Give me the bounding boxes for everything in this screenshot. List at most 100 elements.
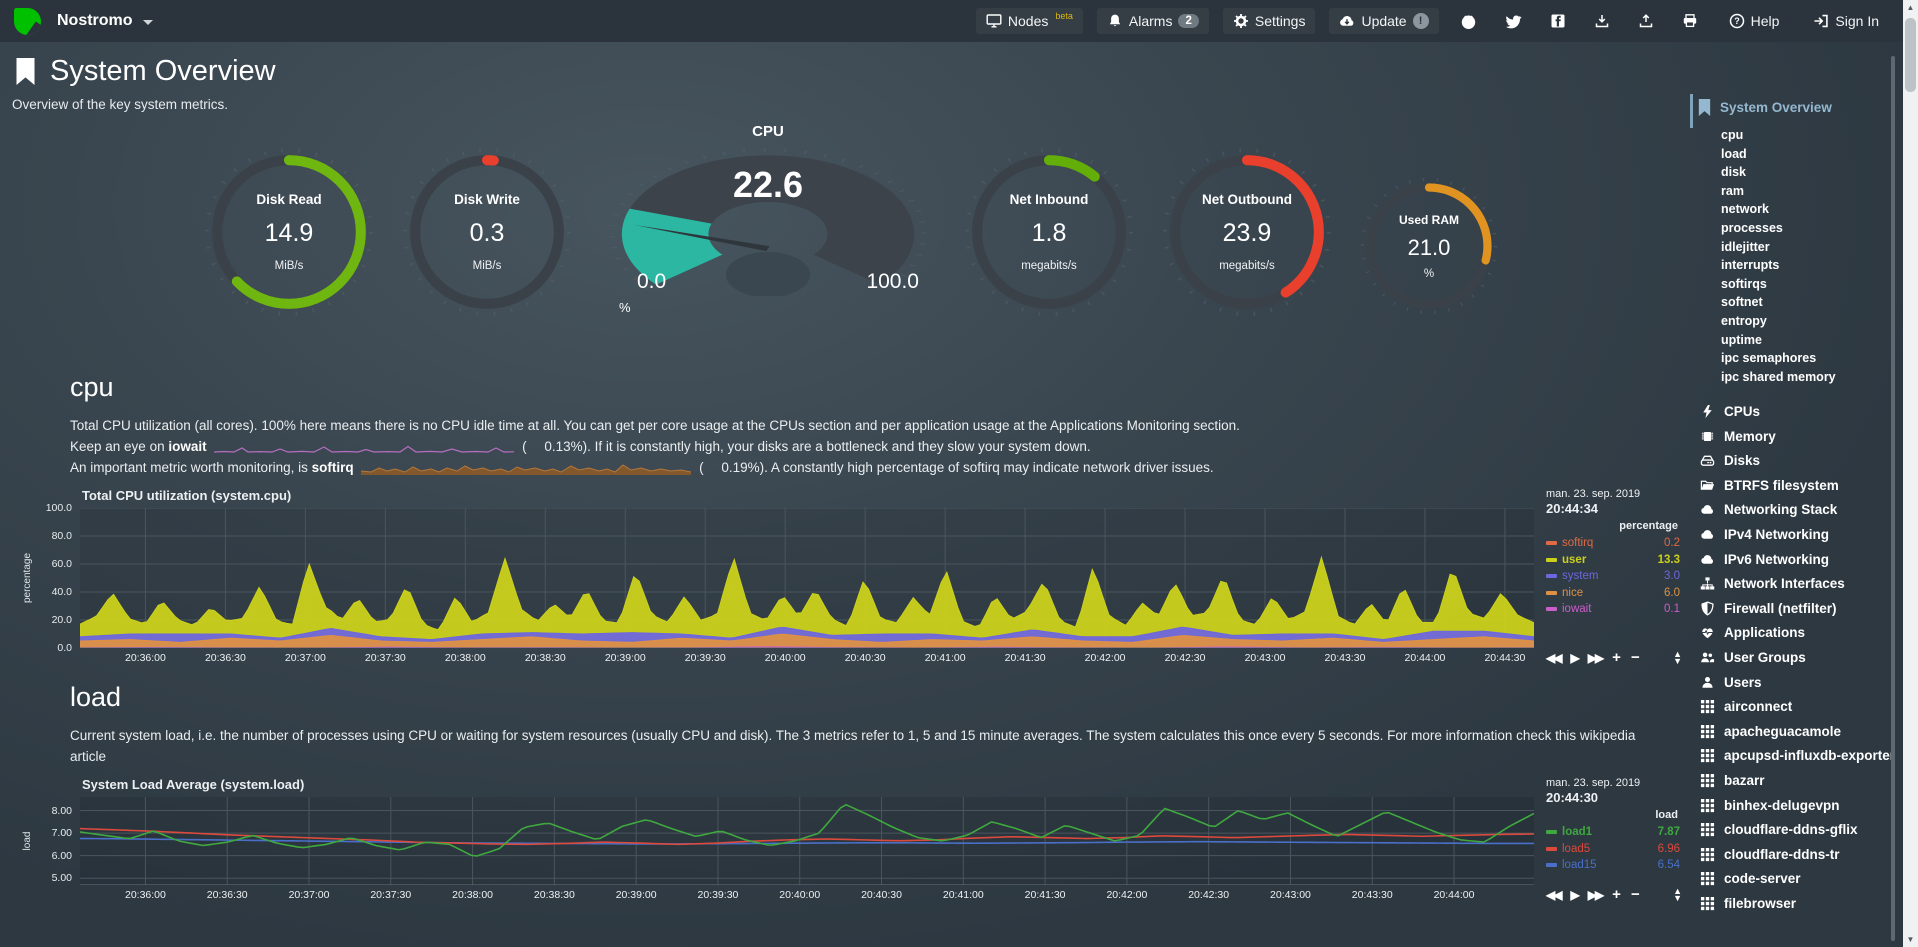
- alarms-button[interactable]: Alarms 2: [1096, 8, 1209, 34]
- export-button[interactable]: [1587, 8, 1617, 34]
- gauge-net-outbound[interactable]: Net Outbound 23.9 megabits/s: [1161, 146, 1333, 318]
- sidebar-section-firewall-netfilter-[interactable]: Firewall (netfilter): [1698, 596, 1903, 621]
- sidebar-item-uptime[interactable]: uptime: [1721, 332, 1762, 347]
- sidebar-item-system-overview[interactable]: System Overview: [1698, 96, 1903, 118]
- sidebar-section-btrfs-filesystem[interactable]: BTRFS filesystem: [1698, 473, 1903, 498]
- help-button[interactable]: ? Help: [1719, 8, 1790, 34]
- legend-row-load1[interactable]: load1 7.87: [1546, 824, 1680, 841]
- sidebar-item-processes[interactable]: processes: [1721, 220, 1783, 235]
- legend-row-user[interactable]: user 13.3: [1546, 552, 1680, 569]
- pan-backward-button[interactable]: ◀◀: [1546, 650, 1563, 665]
- scroll-down-arrow[interactable]: ▼: [1906, 935, 1915, 944]
- x-tick-label: 20:38:30: [524, 652, 566, 664]
- sidebar-item-ipc-shared-memory[interactable]: ipc shared memory: [1721, 369, 1836, 384]
- sidebar-section-cloudflare-ddns-gflix[interactable]: cloudflare-ddns-gflix: [1698, 817, 1903, 842]
- zoom-out-button[interactable]: −: [1630, 886, 1640, 903]
- twitter-button[interactable]: [1498, 8, 1529, 35]
- update-button[interactable]: Update !: [1329, 8, 1439, 34]
- pan-forward-button[interactable]: ▶▶: [1587, 887, 1605, 902]
- plot-area[interactable]: [80, 508, 1534, 648]
- sidebar-section-users[interactable]: Users: [1698, 670, 1903, 695]
- x-tick-label: 20:40:00: [779, 889, 821, 901]
- gauge-cpu[interactable]: CPU 22.6 0.0 100.0 %: [603, 120, 933, 328]
- y-tick-label: 100.0: [45, 502, 72, 514]
- gauge-units: %: [1423, 267, 1435, 280]
- legend-row-load15[interactable]: load15 6.54: [1546, 857, 1680, 874]
- sidebar-item-load[interactable]: load: [1721, 146, 1747, 161]
- y-tick-label: 7.00: [51, 827, 72, 840]
- sidebar-item-cpu[interactable]: cpu: [1721, 128, 1744, 142]
- plot-area[interactable]: [80, 797, 1534, 885]
- pan-backward-button[interactable]: ◀◀: [1546, 887, 1563, 902]
- pan-forward-button[interactable]: ▶▶: [1587, 650, 1605, 665]
- github-button[interactable]: [1453, 8, 1484, 35]
- gauge-net-inbound[interactable]: Net Inbound 1.8 megabits/s: [963, 146, 1135, 318]
- legend-row-load5[interactable]: load5 6.96: [1546, 841, 1680, 858]
- resize-handle[interactable]: ▲ ▼: [1673, 649, 1682, 666]
- zoom-out-button[interactable]: −: [1630, 649, 1640, 666]
- sidebar-section-apcupsd-influxdb-exporter[interactable]: apcupsd-influxdb-exporter: [1698, 744, 1903, 769]
- sidebar-item-interrupts[interactable]: interrupts: [1721, 258, 1780, 273]
- load-section-heading: load: [70, 682, 122, 712]
- sidebar-section-cpus[interactable]: CPUs: [1698, 399, 1903, 424]
- sidebar-item-idlejitter[interactable]: idlejitter: [1721, 239, 1770, 254]
- gauge-label: Disk Write: [454, 192, 520, 207]
- scrollbar-thumb[interactable]: [1905, 18, 1916, 92]
- settings-button[interactable]: Settings: [1222, 8, 1316, 34]
- sidebar-section-cloudflare-ddns-tr[interactable]: cloudflare-ddns-tr: [1698, 842, 1903, 867]
- zoom-in-button[interactable]: +: [1612, 886, 1621, 903]
- sidebar-section-networking-stack[interactable]: Networking Stack: [1698, 498, 1903, 523]
- sidebar-section-code-server[interactable]: code-server: [1698, 867, 1903, 892]
- sidebar-section-disks[interactable]: Disks: [1698, 449, 1903, 474]
- x-tick-label: 20:44:00: [1433, 889, 1475, 901]
- sidebar-section-apacheguacamole[interactable]: apacheguacamole: [1698, 719, 1903, 744]
- sidebar-section-user-groups[interactable]: User Groups: [1698, 645, 1903, 670]
- sidebar-section-filebrowser[interactable]: filebrowser: [1698, 891, 1903, 916]
- sidebar-item-ram[interactable]: ram: [1721, 183, 1744, 198]
- scroll-up-arrow[interactable]: ▲: [1906, 3, 1915, 12]
- legend-row-iowait[interactable]: iowait 0.1: [1546, 601, 1680, 618]
- sidebar-item-disk[interactable]: disk: [1721, 165, 1747, 180]
- import-button[interactable]: [1631, 8, 1661, 34]
- sidebar-section-network-interfaces[interactable]: Network Interfaces: [1698, 571, 1903, 596]
- x-axis-labels: 20:36:00 20:36:30 20:37:00 20:37:30 20:38:00…: [80, 885, 1534, 903]
- play-button[interactable]: ▶: [1570, 650, 1579, 665]
- sidebar-item-softirqs[interactable]: softirqs: [1721, 276, 1767, 291]
- legend-series-value: 6.0: [1664, 586, 1680, 599]
- download-icon: [1595, 15, 1608, 28]
- sidebar-item-ipc-semaphores[interactable]: ipc semaphores: [1721, 351, 1817, 366]
- legend-row-system[interactable]: system 3.0: [1546, 568, 1680, 585]
- sidebar-section-applications[interactable]: Applications: [1698, 621, 1903, 646]
- sidebar-item-entropy[interactable]: entropy: [1721, 313, 1767, 328]
- gauge-disk-write[interactable]: Disk Write 0.3 MiB/s: [401, 146, 573, 318]
- signin-button[interactable]: Sign In: [1803, 8, 1889, 34]
- ring-gauge-dial: [1360, 177, 1498, 315]
- facebook-button[interactable]: [1543, 8, 1573, 34]
- wikipedia-link[interactable]: wikipedia article: [70, 728, 1636, 764]
- sidebar-section-memory[interactable]: Memory: [1698, 424, 1903, 449]
- resize-handle[interactable]: ▲ ▼: [1673, 886, 1682, 903]
- gauge-disk-read[interactable]: Disk Read 14.9 MiB/s: [203, 146, 375, 318]
- nodes-button[interactable]: Nodes beta: [975, 8, 1083, 34]
- sidebar-section-bazarr[interactable]: bazarr: [1698, 768, 1903, 793]
- sidebar-section-airconnect[interactable]: airconnect: [1698, 694, 1903, 719]
- legend-series-value: 0.1: [1664, 603, 1680, 615]
- zoom-in-button[interactable]: +: [1612, 649, 1621, 666]
- sidebar-item-softnet[interactable]: softnet: [1721, 295, 1763, 310]
- load-chart[interactable]: System Load Average (system.load) load 5…: [20, 777, 1686, 903]
- cpu-chart[interactable]: Total CPU utilization (system.cpu) perce…: [20, 488, 1686, 666]
- sidebar-item-network[interactable]: network: [1721, 202, 1769, 217]
- sidebar-section-binhex-delugevpn[interactable]: binhex-delugevpn: [1698, 793, 1903, 818]
- legend-row-softirq[interactable]: softirq 0.2: [1546, 535, 1680, 552]
- gauge-used-ram[interactable]: Used RAM 21.0 %: [1359, 176, 1499, 316]
- play-button[interactable]: ▶: [1570, 887, 1579, 902]
- page-scrollbar[interactable]: ▲ ▼: [1903, 0, 1918, 947]
- print-button[interactable]: [1675, 8, 1705, 34]
- sidebar-section-ipv4-networking[interactable]: IPv4 Networking: [1698, 522, 1903, 547]
- monitor-icon: [986, 14, 1002, 28]
- hostname-menu[interactable]: Nostromo: [57, 12, 153, 30]
- sidebar-scrollbar[interactable]: [1891, 56, 1895, 941]
- x-tick-label: 20:38:00: [452, 889, 494, 901]
- legend-row-nice[interactable]: nice 6.0: [1546, 585, 1680, 602]
- sidebar-section-ipv6-networking[interactable]: IPv6 Networking: [1698, 547, 1903, 572]
